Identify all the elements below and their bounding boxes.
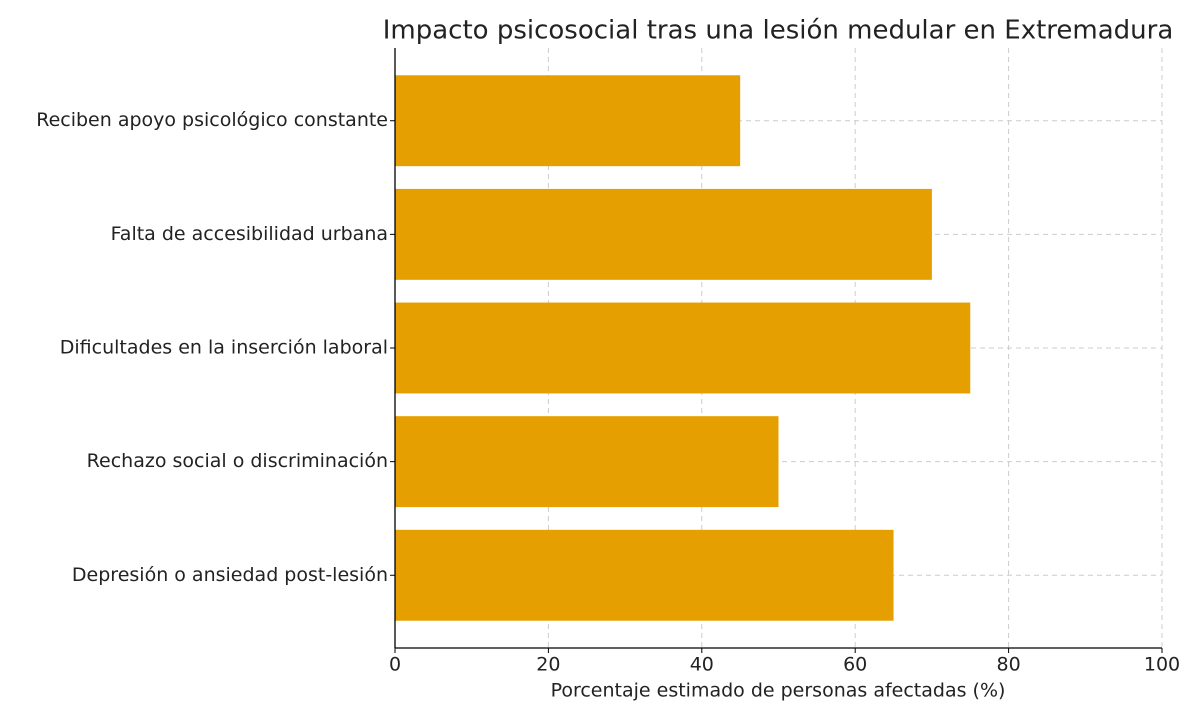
bar bbox=[395, 188, 932, 280]
x-axis-label: Porcentaje estimado de personas afectada… bbox=[551, 680, 1006, 702]
y-tick-label: Falta de accesibilidad urbana bbox=[111, 223, 388, 245]
bar bbox=[395, 75, 741, 167]
bar bbox=[395, 416, 779, 508]
x-tick-label: 60 bbox=[843, 654, 867, 676]
bar bbox=[395, 529, 894, 621]
x-tick-label: 80 bbox=[997, 654, 1021, 676]
x-tick-label: 40 bbox=[690, 654, 714, 676]
y-tick-label: Rechazo social o discriminación bbox=[87, 450, 388, 472]
chart-title: Impacto psicosocial tras una lesión medu… bbox=[383, 16, 1174, 46]
bar bbox=[395, 302, 971, 394]
y-tick-label: Depresión o ansiedad post-lesión bbox=[72, 564, 388, 586]
x-tick-label: 100 bbox=[1144, 654, 1180, 676]
x-tick-label: 0 bbox=[389, 654, 401, 676]
x-tick-label: 20 bbox=[536, 654, 560, 676]
y-tick-label: Reciben apoyo psicológico constante bbox=[36, 109, 388, 131]
y-tick-label: Dificultades en la inserción laboral bbox=[60, 337, 388, 359]
